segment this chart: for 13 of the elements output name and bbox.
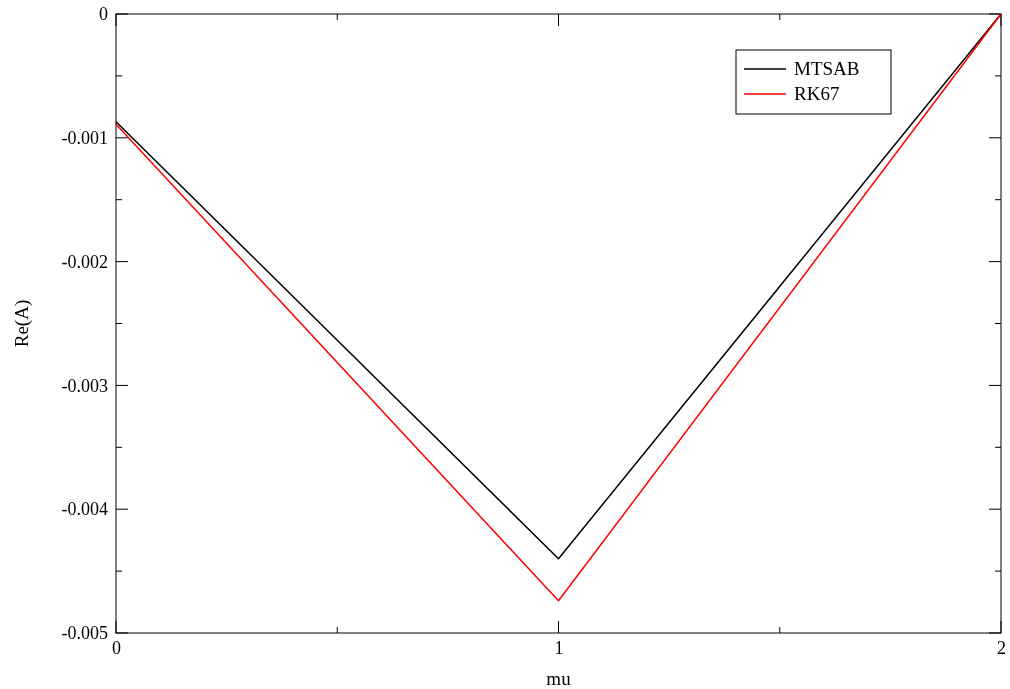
y-tick-label: -0.004 <box>61 499 108 520</box>
y-tick-label: -0.003 <box>61 375 108 396</box>
y-tick-label: -0.002 <box>61 251 108 272</box>
x-tick-label: 2 <box>997 637 1006 658</box>
x-axis-title: mu <box>546 668 572 689</box>
legend-label: RK67 <box>794 83 840 104</box>
x-tick-label: 1 <box>554 637 564 658</box>
y-axis-title: Re(A) <box>11 299 33 348</box>
x-tick-label: 0 <box>112 637 121 658</box>
y-tick-label: -0.005 <box>61 623 108 644</box>
y-tick-label: -0.001 <box>61 128 108 149</box>
legend-label: MTSAB <box>794 58 860 79</box>
y-tick-label: 0 <box>99 4 108 25</box>
